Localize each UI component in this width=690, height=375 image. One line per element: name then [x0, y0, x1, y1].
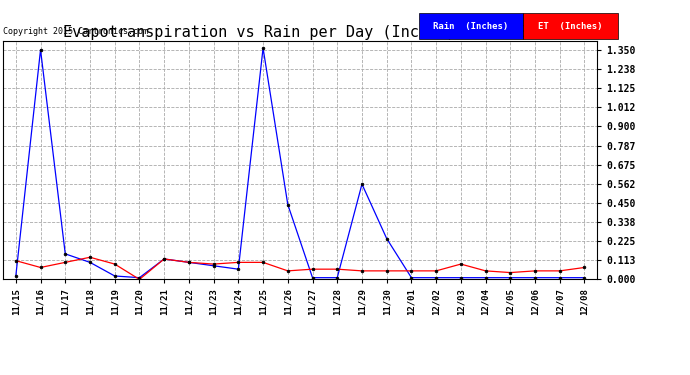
- Text: Copyright 2015 Cartronics.com: Copyright 2015 Cartronics.com: [3, 27, 148, 36]
- Text: Rain  (Inches): Rain (Inches): [433, 22, 509, 31]
- Title: Evapotranspiration vs Rain per Day (Inches) 20151209: Evapotranspiration vs Rain per Day (Inch…: [63, 25, 538, 40]
- Text: ET  (Inches): ET (Inches): [538, 22, 602, 31]
